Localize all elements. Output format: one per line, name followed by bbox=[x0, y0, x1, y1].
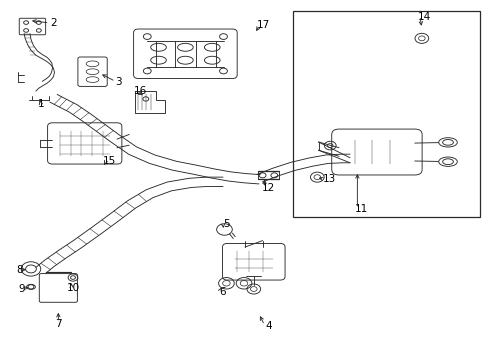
Bar bbox=[293, 12, 480, 217]
Text: 6: 6 bbox=[220, 287, 226, 297]
Text: 5: 5 bbox=[223, 219, 230, 229]
Text: 2: 2 bbox=[50, 18, 57, 28]
Text: 14: 14 bbox=[418, 12, 431, 22]
Text: 1: 1 bbox=[37, 99, 44, 109]
Text: 16: 16 bbox=[133, 86, 147, 96]
Text: 12: 12 bbox=[262, 183, 275, 193]
Text: 3: 3 bbox=[116, 77, 122, 87]
Text: 17: 17 bbox=[257, 20, 270, 30]
Text: 10: 10 bbox=[67, 283, 79, 293]
Text: 8: 8 bbox=[16, 265, 23, 275]
Text: 7: 7 bbox=[55, 319, 62, 329]
Text: 4: 4 bbox=[265, 321, 272, 331]
Text: 13: 13 bbox=[322, 174, 336, 184]
Text: 11: 11 bbox=[355, 204, 368, 215]
Text: 15: 15 bbox=[102, 156, 116, 166]
Text: 9: 9 bbox=[18, 284, 24, 294]
